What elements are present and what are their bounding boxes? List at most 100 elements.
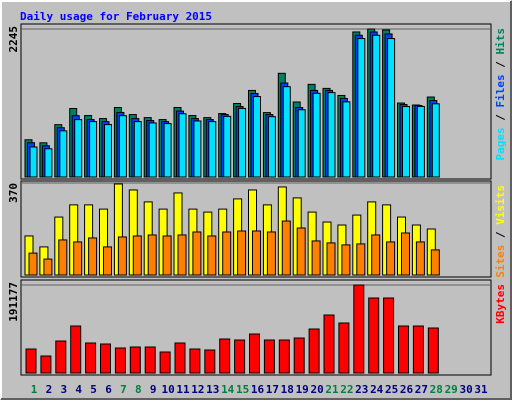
bar xyxy=(59,130,68,178)
x-tick-label: 1 xyxy=(31,383,38,396)
bar xyxy=(104,124,112,178)
bar xyxy=(249,333,260,374)
bar xyxy=(398,325,409,374)
y-tick-label: 2245 xyxy=(7,26,20,53)
bar xyxy=(103,246,112,276)
x-tick-label: 29 xyxy=(445,383,458,396)
bar xyxy=(430,249,440,276)
bar xyxy=(293,337,305,374)
bar xyxy=(177,234,187,276)
bar xyxy=(29,146,38,178)
bar xyxy=(431,103,440,178)
bar xyxy=(415,241,425,276)
bar xyxy=(368,297,380,374)
bar xyxy=(25,348,37,374)
bar xyxy=(73,241,83,276)
bar xyxy=(267,116,276,178)
x-tick-label: 5 xyxy=(90,383,97,396)
bar xyxy=(129,346,141,374)
bar xyxy=(401,232,410,276)
bar xyxy=(338,322,350,374)
bar xyxy=(178,113,187,178)
bar xyxy=(208,121,217,178)
bar xyxy=(100,343,111,374)
bar xyxy=(89,121,98,178)
bar xyxy=(383,297,395,374)
x-tick-label: 8 xyxy=(135,383,142,396)
x-tick-label: 20 xyxy=(310,383,323,396)
bar xyxy=(402,105,410,178)
bar xyxy=(386,241,396,276)
x-tick-label: 21 xyxy=(325,383,339,396)
bar xyxy=(148,122,157,178)
bar xyxy=(297,109,306,178)
x-tick-label: 19 xyxy=(296,383,309,396)
x-tick-label: 4 xyxy=(75,383,82,396)
bar xyxy=(117,236,127,276)
x-tick-label: 17 xyxy=(266,383,279,396)
legend-separator: / xyxy=(494,108,507,128)
x-tick-label: 18 xyxy=(281,383,294,396)
bar xyxy=(252,230,261,276)
bar xyxy=(356,243,366,276)
bar xyxy=(88,237,98,276)
x-tick-label: 3 xyxy=(60,383,67,396)
legend-entry: Hits xyxy=(494,28,507,55)
bar xyxy=(74,119,83,178)
x-tick-label: 27 xyxy=(415,383,428,396)
x-tick-label: 6 xyxy=(105,383,112,396)
bar xyxy=(207,235,217,276)
legend-separator: / xyxy=(494,225,507,245)
x-tick-label: 14 xyxy=(221,383,235,396)
bar xyxy=(163,123,172,178)
bar xyxy=(263,339,275,374)
bar xyxy=(282,86,291,178)
bar xyxy=(416,105,425,178)
legend-entry: KBytes xyxy=(494,284,507,324)
bar xyxy=(266,231,276,276)
legend-entry: Pages xyxy=(494,127,507,160)
bar xyxy=(219,338,231,374)
bar xyxy=(312,92,321,178)
x-tick-label: 25 xyxy=(385,383,398,396)
x-tick-label: 10 xyxy=(161,383,174,396)
bar xyxy=(189,348,201,374)
bar xyxy=(144,346,156,374)
bar xyxy=(162,235,172,276)
x-tick-label: 15 xyxy=(236,383,249,396)
x-tick-label: 12 xyxy=(191,383,204,396)
bar xyxy=(85,342,97,374)
chart-title: Daily usage for February 2015 xyxy=(20,10,212,23)
x-tick-label: 22 xyxy=(340,383,353,396)
x-tick-label: 11 xyxy=(176,383,190,396)
bar xyxy=(326,242,336,276)
bar xyxy=(159,351,171,374)
x-tick-label: 24 xyxy=(370,383,384,396)
x-tick-label: 2 xyxy=(46,383,53,396)
bar xyxy=(133,121,142,178)
bar xyxy=(253,96,261,178)
bar xyxy=(427,327,439,374)
bar xyxy=(222,231,232,276)
x-tick-label: 7 xyxy=(120,383,127,396)
bar xyxy=(323,314,335,374)
x-tick-label: 23 xyxy=(355,383,368,396)
bar xyxy=(238,107,247,178)
bar xyxy=(371,234,381,276)
bar xyxy=(193,120,202,178)
bar xyxy=(311,240,321,276)
y-tick-label: 191177 xyxy=(7,282,20,322)
legend: Sites / Visits xyxy=(494,185,507,278)
bar xyxy=(353,284,365,374)
bar xyxy=(132,235,142,276)
bar xyxy=(147,234,157,276)
bar xyxy=(58,239,68,276)
x-tick-label: 28 xyxy=(430,383,443,396)
bar xyxy=(70,325,82,374)
bar xyxy=(118,115,127,178)
bar xyxy=(327,92,336,178)
legend: KBytes xyxy=(494,284,507,324)
bar xyxy=(341,244,351,276)
